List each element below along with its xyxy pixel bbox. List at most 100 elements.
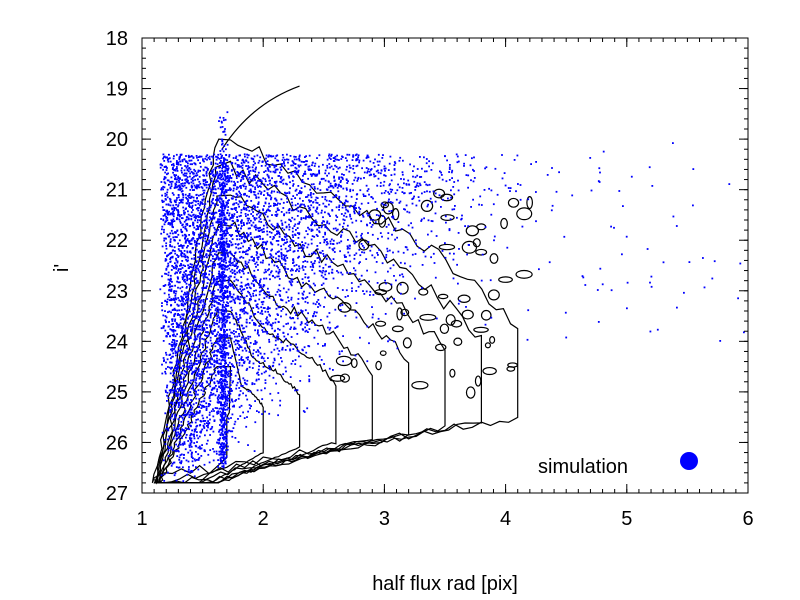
data-point [222, 413, 224, 416]
data-point [211, 250, 214, 253]
data-point [239, 298, 241, 301]
data-point [189, 351, 192, 354]
data-point [195, 393, 197, 395]
data-point [224, 233, 227, 236]
data-point [184, 351, 186, 354]
data-point [272, 299, 275, 301]
data-point [218, 209, 221, 212]
data-point [221, 359, 224, 361]
contour-island [379, 350, 387, 356]
data-point [180, 318, 183, 320]
data-point [187, 423, 190, 425]
data-point [178, 374, 181, 377]
data-point [324, 233, 326, 236]
data-point [274, 344, 277, 346]
data-point [214, 228, 217, 231]
data-point [203, 372, 205, 375]
data-point [558, 171, 560, 174]
data-point [195, 338, 198, 340]
data-point [253, 217, 256, 220]
data-point [401, 191, 404, 193]
data-point [289, 244, 291, 246]
data-point [356, 179, 359, 182]
data-point [243, 360, 246, 363]
data-point [190, 196, 193, 198]
data-point [472, 168, 474, 171]
data-point [184, 270, 187, 272]
data-point [186, 278, 189, 281]
data-point [389, 201, 392, 203]
data-point [244, 306, 246, 309]
data-point [215, 335, 217, 337]
data-point [343, 214, 345, 217]
data-point [290, 198, 293, 200]
data-point [224, 352, 227, 355]
data-point [202, 424, 205, 427]
data-point [226, 244, 229, 246]
data-point [224, 419, 226, 422]
data-point [274, 197, 276, 200]
data-point [174, 266, 177, 269]
contour-line [221, 85, 300, 150]
data-point [192, 232, 194, 235]
data-point [179, 287, 182, 290]
data-point [332, 168, 335, 171]
data-point [454, 205, 456, 207]
data-point [215, 173, 218, 176]
data-point [224, 415, 227, 417]
data-point [238, 175, 240, 178]
data-point [213, 322, 216, 324]
data-point [175, 259, 178, 262]
data-point [206, 282, 209, 284]
data-point [324, 263, 327, 266]
data-point [368, 193, 370, 196]
data-point [176, 314, 179, 316]
data-point [232, 380, 234, 383]
data-point [352, 167, 355, 170]
data-point [261, 289, 263, 291]
data-point [354, 310, 357, 313]
data-point [171, 396, 174, 399]
data-point [188, 381, 191, 384]
data-point [184, 349, 187, 352]
data-point [221, 211, 224, 214]
data-point [240, 214, 242, 217]
data-point [278, 268, 281, 271]
data-point [185, 196, 187, 199]
data-point [278, 270, 281, 273]
data-point [218, 283, 220, 286]
data-point [303, 244, 306, 247]
data-point [231, 268, 234, 271]
data-point [197, 184, 200, 187]
data-point [296, 389, 299, 391]
data-point [247, 219, 250, 222]
data-point [221, 404, 223, 406]
data-point [220, 178, 223, 181]
data-point [193, 240, 196, 242]
data-point [395, 279, 397, 282]
data-point [319, 242, 322, 244]
data-point [201, 385, 204, 388]
data-point [236, 171, 239, 173]
data-point [381, 262, 384, 265]
data-point [201, 210, 204, 212]
data-point [224, 218, 226, 221]
data-point [375, 170, 378, 173]
data-point [186, 274, 188, 277]
data-point [340, 236, 342, 238]
data-point [255, 294, 257, 297]
data-point [266, 192, 269, 194]
data-point [222, 181, 225, 184]
data-point [264, 410, 266, 413]
data-point [187, 336, 190, 338]
data-point [179, 164, 182, 166]
data-point [222, 373, 224, 376]
data-point [171, 320, 174, 322]
data-point [186, 176, 189, 178]
data-point [221, 306, 224, 309]
data-point [550, 209, 553, 212]
data-point [387, 232, 390, 234]
data-point [192, 379, 195, 382]
data-point [165, 335, 168, 338]
data-point [252, 352, 254, 355]
